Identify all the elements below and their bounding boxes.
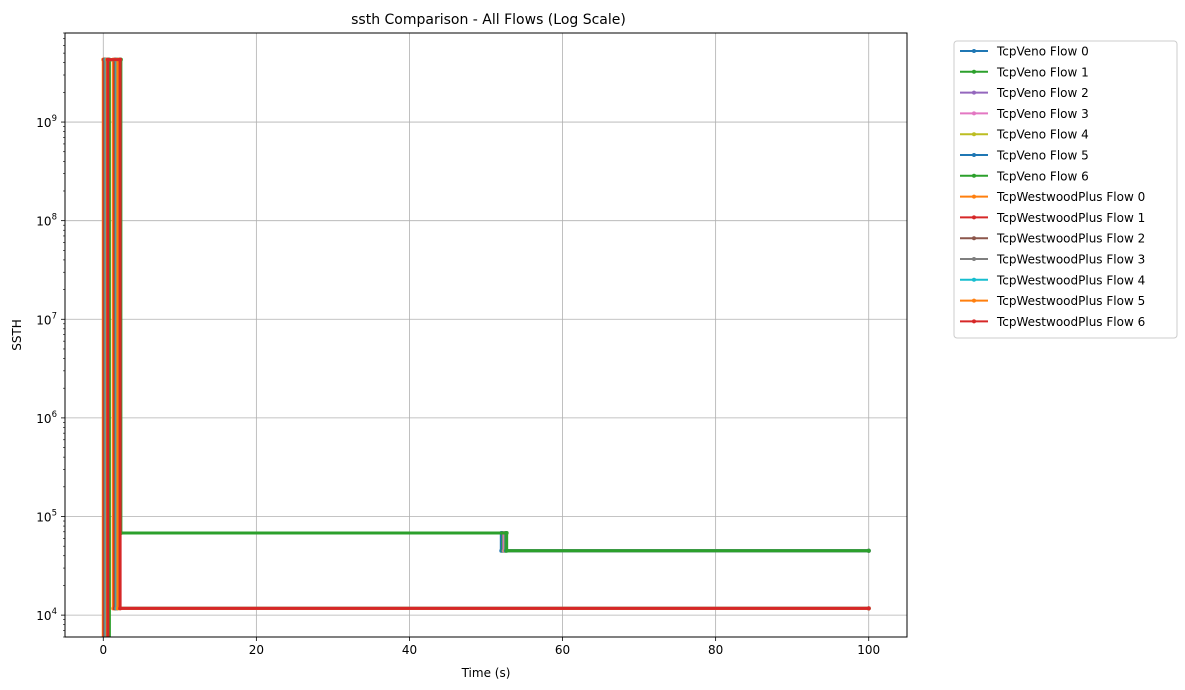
- x-tick-label: 100: [857, 643, 880, 657]
- y-tick-exponent: 6: [52, 410, 57, 420]
- legend-label: TcpVeno Flow 4: [996, 128, 1089, 142]
- legend-label: TcpVeno Flow 0: [996, 45, 1089, 59]
- y-axis-label: SSTH: [10, 319, 24, 351]
- y-tick-exponent: 4: [52, 607, 57, 617]
- y-tick-label: 107: [36, 311, 57, 327]
- legend-label: TcpWestwoodPlus Flow 5: [996, 294, 1145, 308]
- legend-frame: [953, 40, 1178, 339]
- series-point: [866, 606, 871, 611]
- legend-item: TcpVeno Flow 1: [960, 65, 1089, 79]
- legend-swatch-marker: [972, 277, 976, 282]
- legend-swatch-marker: [972, 111, 976, 116]
- y-tick-label: 108: [36, 213, 57, 229]
- legend-swatch-marker: [972, 319, 976, 324]
- y-tick-label: 104: [36, 607, 57, 623]
- y-tick-base: 10: [36, 412, 51, 426]
- legend-item: TcpVeno Flow 2: [960, 86, 1089, 100]
- y-tick-label: 106: [36, 410, 57, 426]
- y-tick-exponent: 7: [52, 311, 57, 321]
- series-point: [504, 531, 509, 536]
- y-tick-label: 105: [36, 509, 57, 525]
- legend-swatch-marker: [972, 257, 976, 261]
- legend-swatch-marker: [972, 194, 976, 199]
- series-6: [107, 57, 871, 637]
- legend-item: TcpVeno Flow 0: [960, 45, 1089, 59]
- legend-swatch-marker: [972, 298, 976, 303]
- legend-label: TcpWestwoodPlus Flow 4: [996, 273, 1145, 287]
- legend-item: TcpVeno Flow 6: [960, 169, 1089, 183]
- legend-swatch-marker: [972, 132, 976, 137]
- legend-label: TcpWestwoodPlus Flow 3: [996, 253, 1145, 267]
- legend-swatch-marker: [972, 215, 976, 220]
- y-tick-base: 10: [36, 511, 51, 525]
- legend-swatch-marker: [972, 236, 976, 241]
- legend-item: TcpWestwoodPlus Flow 1: [960, 211, 1145, 225]
- y-tick-exponent: 8: [52, 213, 57, 223]
- legend-label: TcpWestwoodPlus Flow 2: [996, 232, 1145, 246]
- legend-label: TcpVeno Flow 2: [996, 86, 1089, 100]
- legend-swatch-marker: [972, 69, 976, 74]
- legend-item: TcpWestwoodPlus Flow 3: [960, 253, 1145, 267]
- x-tick-label: 80: [708, 643, 723, 657]
- legend-label: TcpVeno Flow 1: [996, 65, 1089, 79]
- legend-item: TcpWestwoodPlus Flow 4: [960, 273, 1145, 287]
- x-tick-label: 40: [402, 643, 417, 657]
- legend-item: TcpVeno Flow 3: [960, 107, 1089, 121]
- x-tick-label: 0: [99, 643, 107, 657]
- legend-label: TcpWestwoodPlus Flow 1: [996, 211, 1145, 225]
- y-tick-exponent: 5: [52, 509, 57, 519]
- legend-label: TcpVeno Flow 3: [996, 107, 1089, 121]
- legend-item: TcpWestwoodPlus Flow 0: [960, 190, 1145, 204]
- series-point: [118, 606, 123, 611]
- legend-label: TcpVeno Flow 5: [996, 149, 1089, 163]
- legend-item: TcpVeno Flow 4: [960, 128, 1089, 142]
- plot-frame: [64, 32, 908, 638]
- x-tick-label: 20: [249, 643, 264, 657]
- axes: [64, 32, 908, 638]
- legend-item: TcpWestwoodPlus Flow 6: [960, 315, 1145, 329]
- y-tick-base: 10: [36, 215, 51, 229]
- series-point: [105, 57, 110, 62]
- x-tick-label: 60: [555, 643, 570, 657]
- series-line: [107, 58, 869, 637]
- y-tick-label: 109: [36, 114, 57, 130]
- legend-label: TcpWestwoodPlus Flow 0: [996, 190, 1145, 204]
- legend-item: TcpVeno Flow 5: [960, 149, 1089, 163]
- legend-swatch-marker: [972, 173, 976, 178]
- series-point: [118, 57, 123, 62]
- legend-item: TcpWestwoodPlus Flow 2: [960, 232, 1145, 246]
- legend-label: TcpWestwoodPlus Flow 6: [996, 315, 1145, 329]
- y-tick-base: 10: [36, 313, 51, 327]
- legend-label: TcpVeno Flow 6: [996, 169, 1089, 183]
- y-tick-base: 10: [36, 609, 51, 623]
- y-tick-base: 10: [36, 116, 51, 130]
- series-13: [105, 57, 871, 637]
- y-tick-exponent: 9: [52, 114, 57, 124]
- legend-swatch-marker: [972, 90, 976, 95]
- series-point: [866, 548, 871, 553]
- gridlines: [65, 33, 907, 637]
- chart-title: ssth Comparison - All Flows (Log Scale): [351, 12, 626, 28]
- legend-swatch-marker: [972, 49, 976, 53]
- x-axis-label: Time (s): [461, 666, 511, 680]
- legend-swatch-marker: [972, 153, 976, 157]
- series-point: [504, 548, 509, 553]
- legend: TcpVeno Flow 0 TcpVeno Flow 1 TcpVeno Flow…: [953, 40, 1178, 339]
- series-layer: [101, 57, 871, 637]
- legend-item: TcpWestwoodPlus Flow 5: [960, 294, 1145, 308]
